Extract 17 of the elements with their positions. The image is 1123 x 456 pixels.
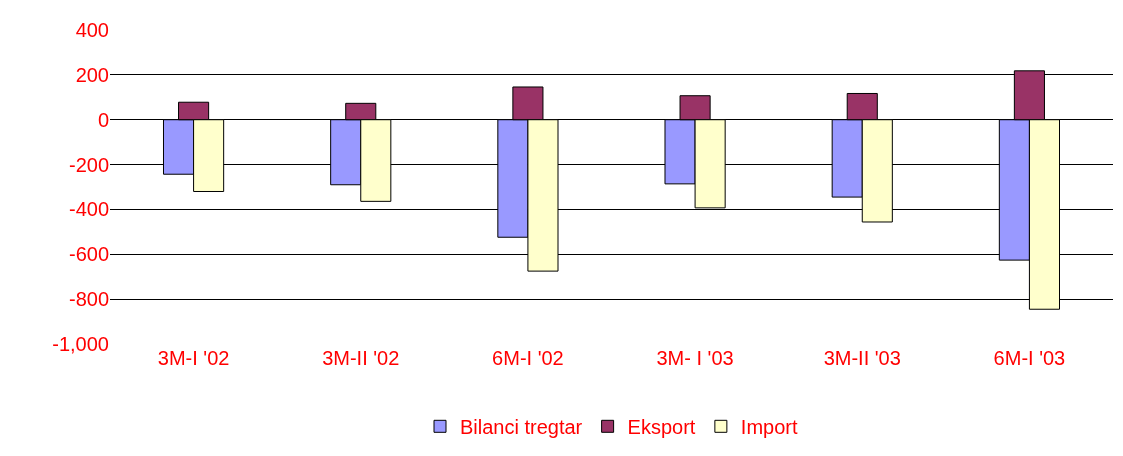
y-tick-label: 0 (97, 108, 109, 131)
legend-label: Eksport (627, 416, 696, 439)
y-tick-label: 200 (75, 63, 109, 86)
y-tick-label: 400 (75, 19, 109, 41)
x-tick-label: 6M-I '02 (492, 347, 564, 369)
y-tick-label: -800 (68, 288, 109, 311)
y-tick-label: -600 (68, 243, 109, 266)
x-tick-label: 3M-I '02 (157, 347, 230, 369)
legend-label: Import (740, 416, 798, 439)
x-tick-label: 3M-II '02 (322, 347, 400, 369)
x-tick-label: 6M-I '03 (993, 347, 1066, 369)
x-tick-label: 3M- I '03 (656, 347, 734, 369)
y-tick-label: -200 (68, 153, 109, 176)
y-tick-label: -400 (68, 198, 109, 221)
legend-label: Bilanci tregtar (460, 416, 583, 439)
y-tick-label: -1,000 (52, 333, 109, 355)
x-tick-label: 3M-II '03 (823, 347, 901, 369)
